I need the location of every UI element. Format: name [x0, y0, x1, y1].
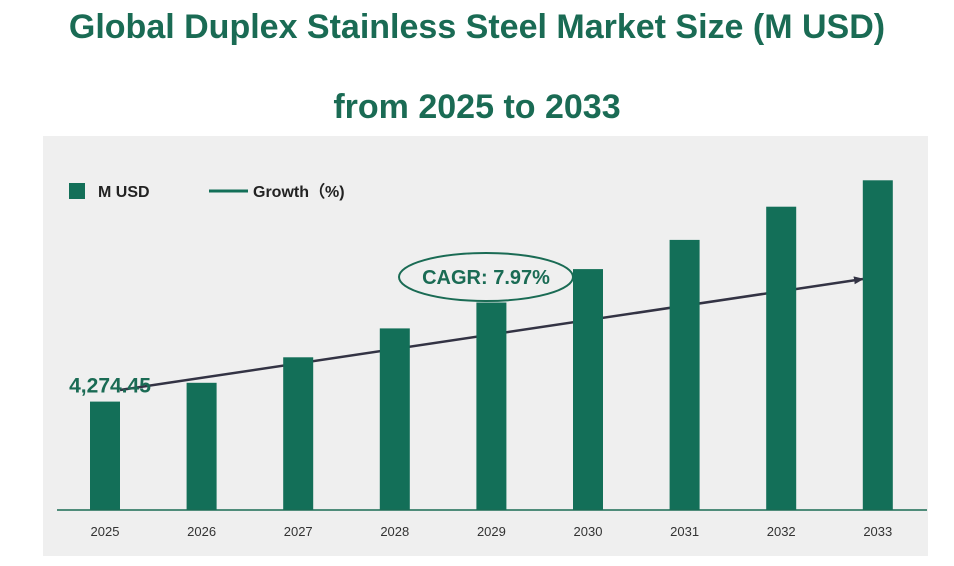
bar-2028: [379, 328, 410, 510]
legend: M USD Growth（%): [69, 183, 345, 201]
x-tick-label-2033: 2033: [863, 524, 892, 539]
data-labels: 4,274.45: [69, 375, 151, 398]
chart-panel: M USD Growth（%) CAGR: 7.97% 2025 2026 2027…: [43, 136, 928, 556]
legend-bar-swatch: [69, 183, 85, 199]
bar-2029: [476, 302, 507, 510]
chart-title-line2: from 2025 to 2033: [333, 88, 621, 126]
bar-2032: [766, 206, 797, 510]
bar-chart: M USD Growth（%) CAGR: 7.97% 2025 2026 2027…: [57, 180, 927, 539]
x-tick-label-2029: 2029: [477, 524, 506, 539]
chart-title-line1: Global Duplex Stainless Steel Market Siz…: [68, 8, 886, 46]
x-tick-label-2025: 2025: [91, 524, 120, 539]
legend-bar-label: M USD: [98, 184, 150, 201]
legend-line-label: Growth（%): [253, 183, 345, 201]
x-tick-label-2031: 2031: [670, 524, 699, 539]
bar-2031: [669, 239, 700, 510]
cagr-label: CAGR: 7.97%: [422, 267, 550, 289]
bar-2026: [186, 382, 217, 510]
x-tick-label-2026: 2026: [187, 524, 216, 539]
bar-2033: [862, 180, 893, 511]
bar-series: [90, 180, 893, 511]
bar-2030: [573, 269, 603, 510]
cagr-annotation: CAGR: 7.97%: [398, 252, 574, 302]
bar-2025: [90, 401, 120, 510]
x-tick-label-2030: 2030: [574, 524, 603, 539]
x-tick-label-2027: 2027: [284, 524, 313, 539]
x-tick-label-2028: 2028: [380, 524, 409, 539]
data-label-2025: 4,274.45: [69, 375, 151, 398]
x-tick-label-2032: 2032: [767, 524, 796, 539]
x-axis-tick-labels: 2025 2026 2027 2028 2029 2030 2031 2032 2033: [91, 524, 893, 539]
bar-2027: [283, 357, 314, 510]
